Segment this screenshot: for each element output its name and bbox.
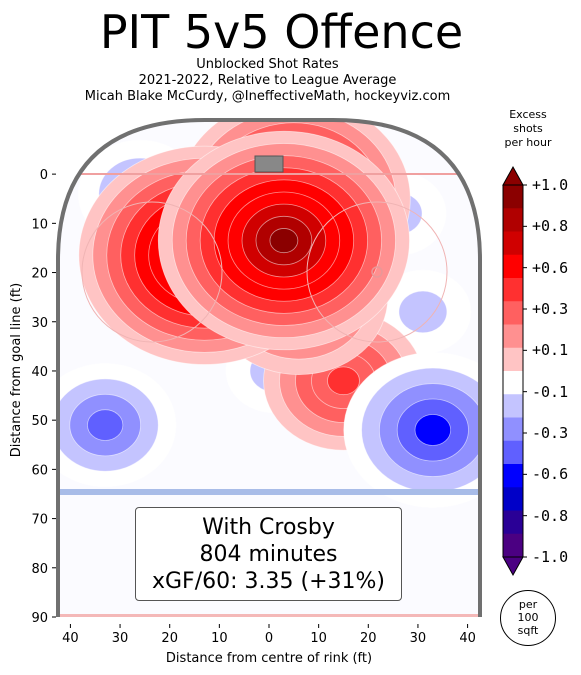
x-tick-label: 40 xyxy=(459,631,476,646)
y-tick-label: 80 xyxy=(31,562,48,577)
heat-contour xyxy=(269,228,299,254)
colorbar-band xyxy=(503,208,523,232)
goal-net xyxy=(254,155,284,173)
colorbar-band xyxy=(503,371,523,395)
subtitle-line-2: 2021-2022, Relative to League Average xyxy=(138,73,397,88)
colorbar xyxy=(502,165,527,577)
y-tick-label: 10 xyxy=(31,217,48,232)
units-badge: per 100 sqft xyxy=(500,590,556,646)
colorbar-band xyxy=(503,394,523,418)
y-tick-label: 0 xyxy=(40,168,48,183)
heatmap-layer xyxy=(58,120,480,508)
colorbar-max-arrow xyxy=(502,165,524,186)
faceoff-circle-right xyxy=(306,201,448,343)
colorbar-tick-label: -0.3 xyxy=(532,424,569,442)
heat-contour xyxy=(327,366,360,396)
colorbar-band xyxy=(503,254,523,279)
info-player: With Crosby xyxy=(202,515,335,540)
info-xgf: xGF/60: 3.35 (+31%) xyxy=(151,569,385,594)
colorbar-tick-label: -0.1 xyxy=(532,382,569,401)
faceoff-circle-left xyxy=(81,201,223,343)
colorbar-band xyxy=(503,440,523,465)
units-badge-line: 100 xyxy=(517,611,539,624)
colorbar-tick-label: +0.1 xyxy=(532,341,569,360)
colorbar-band xyxy=(503,278,523,302)
heat-contour xyxy=(398,290,448,334)
heat-spot xyxy=(343,352,480,508)
colorbar-title-line: per hour xyxy=(504,136,552,149)
faceoff-dot-right xyxy=(371,266,383,278)
colorbar-band xyxy=(503,347,523,372)
colorbar-min-arrow xyxy=(502,556,524,577)
y-tick-label: 40 xyxy=(31,365,48,380)
x-tick-label: 20 xyxy=(161,631,178,646)
y-tick-label: 30 xyxy=(31,316,48,331)
colorbar-tick-label: +1.0 xyxy=(532,176,569,194)
axes: 40 30 20 10 0 10 20 30 40 0 10 20 30 40 50 60 70 80 90 xyxy=(31,168,475,646)
colorbar-tick-label: +0.3 xyxy=(532,300,569,318)
colorbar-tick-label: -0.6 xyxy=(532,465,569,484)
rink-boards xyxy=(56,118,482,617)
y-tick-label: 70 xyxy=(31,513,48,528)
y-tick-label: 50 xyxy=(31,414,48,429)
colorbar-frame xyxy=(502,184,524,558)
heat-spot xyxy=(157,130,410,351)
colorbar-band xyxy=(503,533,523,558)
units-badge-line: sqft xyxy=(517,624,539,637)
heat-contour xyxy=(87,409,124,441)
info-minutes: 804 minutes xyxy=(199,542,338,567)
subtitle-line-1: Unblocked Shot Rates xyxy=(196,57,339,72)
x-tick-label: 30 xyxy=(112,631,129,646)
x-tick-label: 40 xyxy=(62,631,79,646)
y-tick-label: 60 xyxy=(31,463,48,478)
player-info-box: With Crosby 804 minutes xGF/60: 3.35 (+3… xyxy=(135,507,402,601)
rink-markings xyxy=(58,155,480,617)
x-tick-label: 10 xyxy=(211,631,228,646)
colorbar-title: Excess shots per hour xyxy=(500,108,556,150)
colorbar-tick-label: -1.0 xyxy=(532,548,569,566)
colorbar-band xyxy=(503,324,523,349)
colorbar-band xyxy=(503,185,523,209)
y-axis-label: Distance from goal line (ft) xyxy=(9,283,24,457)
x-tick-label: 10 xyxy=(310,631,327,646)
heat-contour xyxy=(414,414,452,446)
colorbar-title-line: Excess xyxy=(509,108,547,121)
colorbar-band xyxy=(503,464,523,488)
colorbar-band xyxy=(503,487,523,511)
y-tick-label: 20 xyxy=(31,267,48,282)
colorbar-band xyxy=(503,301,523,325)
colorbar-band xyxy=(503,231,523,256)
x-tick-label: 0 xyxy=(265,631,273,646)
x-axis-label: Distance from centre of rink (ft) xyxy=(166,651,372,666)
x-tick-label: 30 xyxy=(410,631,427,646)
colorbar-tick-label: -0.8 xyxy=(532,506,569,525)
colorbar-title-line: shots xyxy=(513,122,543,135)
chart-title: PIT 5v5 Offence xyxy=(99,5,464,59)
heat-spot xyxy=(58,363,177,488)
subtitle-line-3: Micah Blake McCurdy, @IneffectiveMath, h… xyxy=(84,89,451,104)
x-tick-label: 20 xyxy=(360,631,377,646)
colorbar-tick-label: +0.6 xyxy=(532,258,569,277)
y-tick-label: 90 xyxy=(31,611,48,626)
units-badge-line: per xyxy=(518,598,538,611)
colorbar-tick-label: +0.8 xyxy=(532,217,569,236)
colorbar-band xyxy=(503,510,523,535)
colorbar-band xyxy=(503,417,523,442)
